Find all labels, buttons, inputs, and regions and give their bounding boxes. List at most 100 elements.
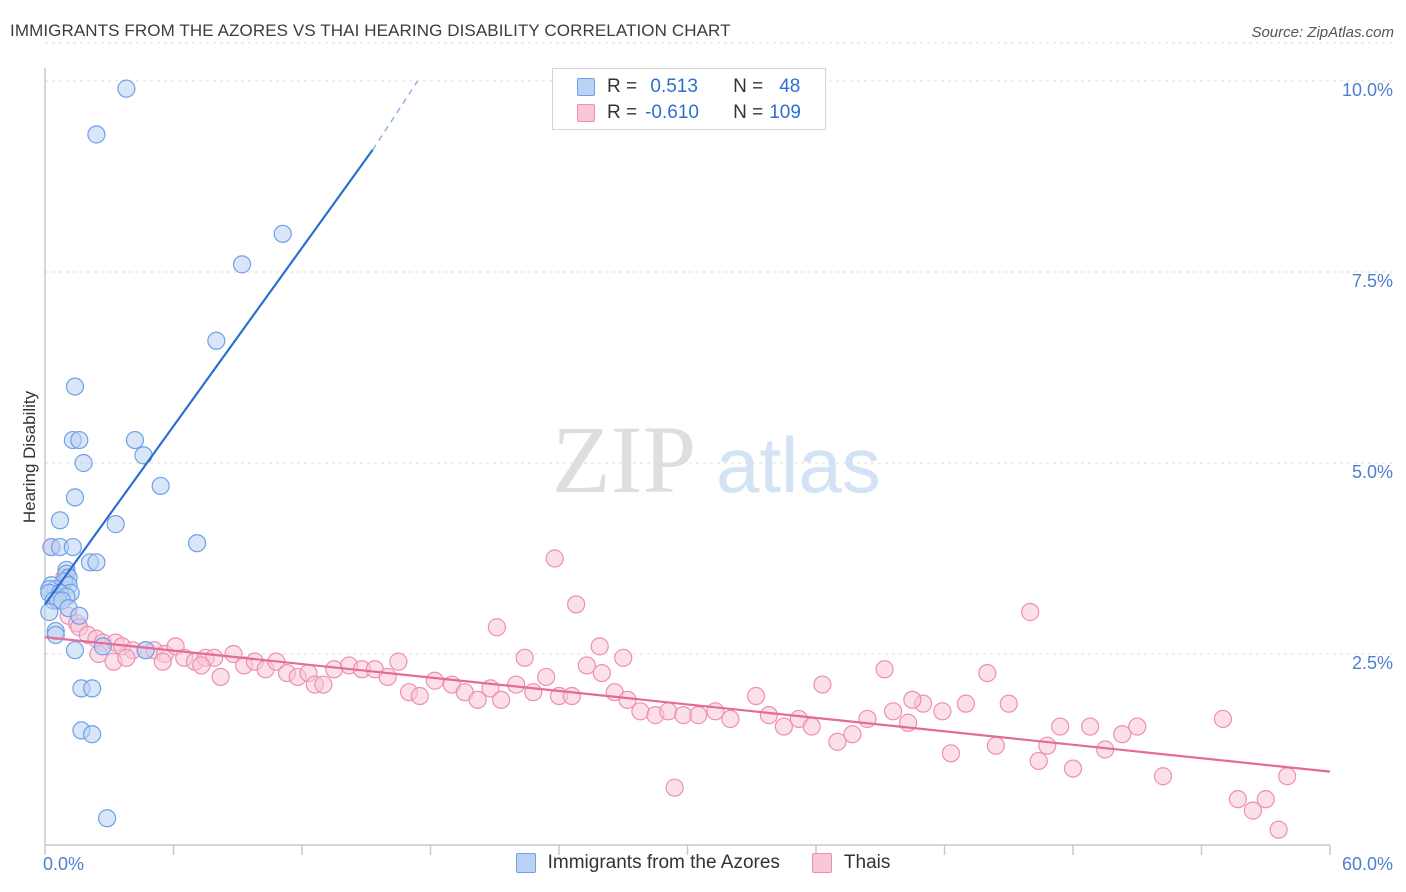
azores-point <box>187 534 207 553</box>
thais-point <box>211 667 230 687</box>
series-azores <box>40 79 292 828</box>
thais-point <box>1081 717 1100 736</box>
azores-point <box>136 641 155 660</box>
azores-point <box>74 453 93 473</box>
thais-point <box>1243 801 1263 820</box>
thais-point <box>1213 709 1233 729</box>
trend-line-thais <box>44 636 1331 773</box>
legend-swatch-thais <box>811 853 832 873</box>
thais-point <box>524 683 543 702</box>
azores-point <box>87 125 106 144</box>
azores-point <box>151 476 170 496</box>
legend-r-value: 0.513 <box>645 76 698 97</box>
thais-point <box>314 675 333 694</box>
thais-point <box>813 675 832 694</box>
azores-point <box>70 430 89 450</box>
thais-point <box>933 702 952 721</box>
thais-point <box>1113 725 1132 744</box>
azores-point <box>134 446 153 465</box>
thais-point <box>986 736 1006 755</box>
thais-point <box>192 656 211 675</box>
azores-point <box>46 625 65 645</box>
azores-point <box>40 602 59 622</box>
thais-point <box>956 694 976 713</box>
thais-point <box>978 663 997 683</box>
thais-point <box>537 667 556 687</box>
chart-title: IMMIGRANTS FROM THE AZORES VS THAI HEARI… <box>10 21 731 40</box>
azores-point <box>50 511 70 530</box>
legend-r-label: R = <box>607 102 638 123</box>
azores-point <box>117 79 136 98</box>
thais-point <box>1051 717 1070 736</box>
azores-point <box>65 641 85 660</box>
thais-point <box>1278 767 1297 786</box>
thais-point <box>631 702 650 721</box>
legend-n-value: 48 <box>779 76 801 97</box>
thais-point <box>941 744 961 763</box>
azores-point <box>83 679 102 698</box>
thais-point <box>689 706 708 725</box>
thais-point <box>1128 717 1147 736</box>
thais-point <box>153 652 172 671</box>
thais-point <box>999 694 1018 713</box>
series-thais <box>42 537 1297 839</box>
thais-point <box>410 686 429 706</box>
y-tick-label: 7.5% <box>1352 271 1393 291</box>
series-legend: Immigrants from the Azores Thais <box>0 852 1406 874</box>
thais-point <box>802 717 821 736</box>
trend-line-azores-extension <box>372 80 419 151</box>
legend-r-value: -0.610 <box>645 102 699 123</box>
azores-point <box>87 553 106 572</box>
y-tick-label: 5.0% <box>1352 462 1393 482</box>
thais-point <box>721 709 740 729</box>
thais-point <box>614 648 633 667</box>
thais-point <box>515 648 534 667</box>
grid-lines <box>45 42 1393 655</box>
axes: 2.5% 5.0% 7.5% 10.0% <box>44 68 1393 855</box>
azores-point <box>125 430 145 450</box>
legend-row-thais: R = -0.610 N = 109 <box>577 100 801 126</box>
thais-point <box>567 595 586 614</box>
thais-point <box>774 717 793 736</box>
azores-point <box>70 606 89 625</box>
thais-point <box>746 686 766 706</box>
thais-point <box>425 671 444 690</box>
thais-point <box>1021 602 1040 622</box>
azores-point <box>63 537 82 557</box>
thais-point <box>1256 790 1275 809</box>
thais-point <box>828 732 847 751</box>
thais-point <box>1269 820 1288 839</box>
thais-point <box>1063 759 1083 778</box>
y-axis-label: Hearing Disability <box>20 390 39 523</box>
azores-point <box>93 637 112 656</box>
thais-point <box>759 706 778 725</box>
legend-item-thais: Thais <box>811 852 890 874</box>
thais-point <box>492 690 511 709</box>
azores-point <box>65 488 85 507</box>
legend-swatch-thais <box>577 104 595 122</box>
thais-point <box>117 648 136 667</box>
thais-point <box>1038 736 1057 755</box>
trend-lines <box>44 80 1331 773</box>
thais-point <box>325 660 344 679</box>
thais-point <box>507 675 526 694</box>
source-label: Source: ZipAtlas.com <box>1251 24 1394 41</box>
thais-point <box>577 656 596 675</box>
correlation-legend: R = 0.513 N = 48 R = -0.610 N = 109 <box>552 68 826 130</box>
x-tick-max: 60.0% <box>1342 854 1393 874</box>
x-tick-min: 0.0% <box>43 854 84 874</box>
thais-point <box>592 663 611 683</box>
azores-point <box>207 331 226 350</box>
watermark-atlas: atlas <box>716 421 881 509</box>
legend-swatch-azores <box>577 78 595 96</box>
y-tick-label: 2.5% <box>1352 653 1393 673</box>
thais-point <box>487 618 506 637</box>
thais-point <box>903 690 922 709</box>
thais-point <box>706 702 725 721</box>
azores-point <box>98 809 117 828</box>
thais-point <box>1228 790 1248 809</box>
watermark: ZIP atlas <box>552 406 881 513</box>
thais-point <box>659 702 678 721</box>
thais-point <box>378 667 397 687</box>
azores-point <box>273 224 292 243</box>
